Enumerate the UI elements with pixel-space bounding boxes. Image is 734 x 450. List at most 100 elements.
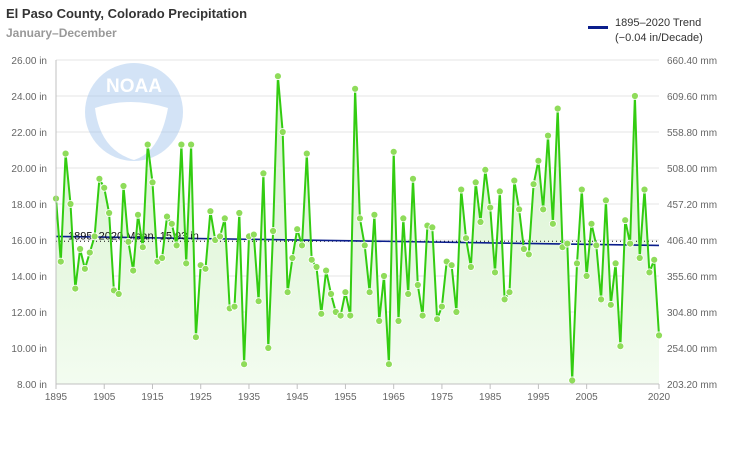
data-point[interactable] xyxy=(322,266,331,275)
data-point[interactable] xyxy=(645,268,654,277)
data-point[interactable] xyxy=(124,237,133,246)
data-point[interactable] xyxy=(85,248,94,257)
data-point[interactable] xyxy=(71,284,80,293)
data-point[interactable] xyxy=(119,182,128,190)
data-point[interactable] xyxy=(621,216,630,225)
data-point[interactable] xyxy=(520,245,528,253)
data-point[interactable] xyxy=(138,243,147,252)
data-point[interactable] xyxy=(611,259,620,268)
data-point[interactable] xyxy=(491,268,499,277)
data-point[interactable] xyxy=(76,245,84,253)
data-point[interactable] xyxy=(592,241,601,250)
data-point[interactable] xyxy=(95,174,104,183)
data-point[interactable] xyxy=(510,176,519,185)
data-point[interactable] xyxy=(288,254,297,262)
data-point[interactable] xyxy=(380,272,388,280)
data-point[interactable] xyxy=(404,290,413,298)
data-point[interactable] xyxy=(105,209,113,217)
data-point[interactable] xyxy=(655,331,663,340)
data-point[interactable] xyxy=(163,212,171,221)
data-point[interactable] xyxy=(602,196,610,205)
data-point[interactable] xyxy=(476,218,485,226)
data-point[interactable] xyxy=(505,288,514,297)
data-point[interactable] xyxy=(90,232,99,241)
data-point[interactable] xyxy=(539,205,548,214)
data-point[interactable] xyxy=(187,140,196,149)
data-point[interactable] xyxy=(394,317,403,325)
data-point[interactable] xyxy=(577,185,586,194)
data-point[interactable] xyxy=(640,185,649,194)
data-point[interactable] xyxy=(134,210,142,219)
data-point[interactable] xyxy=(568,376,577,385)
data-point[interactable] xyxy=(626,239,634,248)
data-point[interactable] xyxy=(413,281,422,289)
data-point[interactable] xyxy=(418,311,427,320)
data-point[interactable] xyxy=(563,239,572,248)
data-point[interactable] xyxy=(220,214,229,223)
legend[interactable]: 1895–2020 Trend (−0.04 in/Decade) xyxy=(588,17,728,47)
data-point[interactable] xyxy=(486,203,495,212)
data-point[interactable] xyxy=(457,185,466,194)
data-point[interactable] xyxy=(269,227,278,235)
data-point[interactable] xyxy=(293,225,302,234)
data-point[interactable] xyxy=(573,259,581,268)
data-point[interactable] xyxy=(635,254,644,262)
data-point[interactable] xyxy=(264,344,273,352)
data-point[interactable] xyxy=(351,84,360,93)
data-point[interactable] xyxy=(481,165,490,174)
data-point[interactable] xyxy=(370,210,379,219)
data-point[interactable] xyxy=(471,178,480,187)
data-point[interactable] xyxy=(100,183,109,192)
data-point[interactable] xyxy=(582,272,591,280)
data-point[interactable] xyxy=(66,200,75,208)
data-point[interactable] xyxy=(177,140,186,149)
data-point[interactable] xyxy=(534,156,543,165)
data-point[interactable] xyxy=(524,250,533,259)
data-point[interactable] xyxy=(544,131,552,140)
data-point[interactable] xyxy=(360,241,369,250)
data-point[interactable] xyxy=(515,205,523,214)
data-point[interactable] xyxy=(327,290,335,298)
data-point[interactable] xyxy=(389,147,398,156)
data-point[interactable] xyxy=(167,219,176,228)
data-point[interactable] xyxy=(317,309,326,318)
data-point[interactable] xyxy=(549,219,557,228)
data-point[interactable] xyxy=(259,169,268,178)
data-point[interactable] xyxy=(148,178,157,187)
data-point[interactable] xyxy=(437,302,446,311)
data-point[interactable] xyxy=(254,297,263,306)
data-point[interactable] xyxy=(81,264,89,273)
data-point[interactable] xyxy=(399,214,408,223)
data-point[interactable] xyxy=(235,209,244,217)
data-point[interactable] xyxy=(206,207,215,216)
data-point[interactable] xyxy=(597,295,605,304)
data-point[interactable] xyxy=(191,333,200,342)
data-point[interactable] xyxy=(631,92,639,100)
data-point[interactable] xyxy=(129,266,138,275)
data-point[interactable] xyxy=(346,311,355,320)
data-point[interactable] xyxy=(172,241,181,250)
data-point[interactable] xyxy=(61,149,70,158)
data-point[interactable] xyxy=(341,288,350,297)
data-point[interactable] xyxy=(355,214,364,223)
data-point[interactable] xyxy=(114,290,123,298)
data-point[interactable] xyxy=(466,263,475,271)
data-point[interactable] xyxy=(158,254,167,262)
data-point[interactable] xyxy=(283,288,292,297)
data-point[interactable] xyxy=(56,257,65,266)
data-point[interactable] xyxy=(650,255,659,264)
data-point[interactable] xyxy=(278,128,287,136)
data-point[interactable] xyxy=(433,315,442,324)
data-point[interactable] xyxy=(312,263,321,271)
data-point[interactable] xyxy=(230,302,239,311)
data-point[interactable] xyxy=(452,308,461,316)
data-point[interactable] xyxy=(409,174,417,183)
data-point[interactable] xyxy=(495,187,504,196)
data-point[interactable] xyxy=(336,311,345,320)
data-point[interactable] xyxy=(273,72,282,81)
data-point[interactable] xyxy=(616,342,625,351)
data-point[interactable] xyxy=(302,149,311,158)
data-point[interactable] xyxy=(529,180,538,189)
data-point[interactable] xyxy=(462,234,470,243)
data-point[interactable] xyxy=(606,300,615,309)
